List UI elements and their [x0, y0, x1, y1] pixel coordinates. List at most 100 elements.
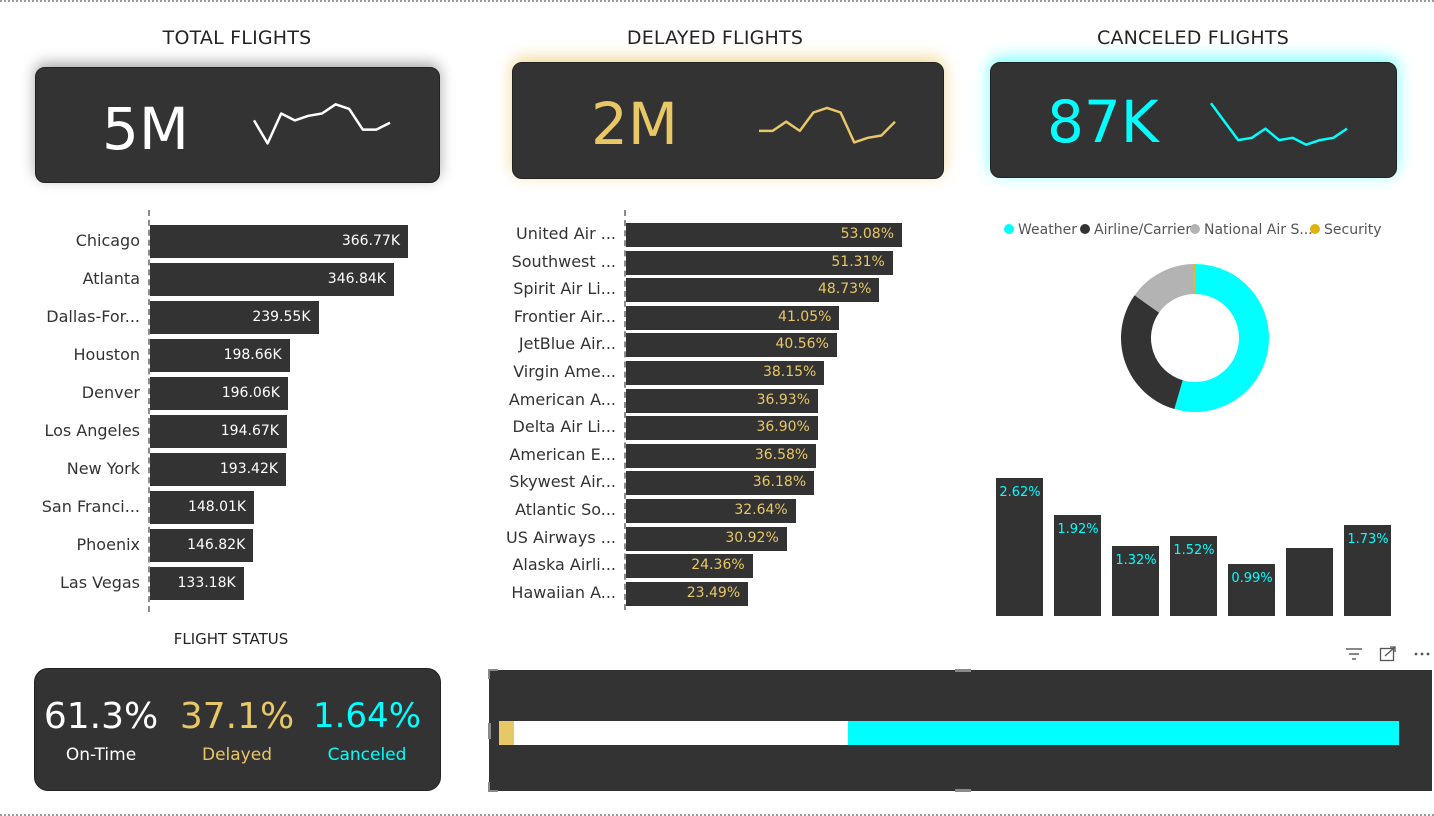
total-flights-card[interactable]: 5M — [35, 67, 440, 183]
bar-value-label: 36.18% — [752, 474, 807, 491]
bar[interactable] — [150, 491, 255, 524]
bar-value-label: 146.82K — [187, 536, 246, 553]
column-bar[interactable] — [1170, 535, 1217, 616]
resize-handle-tl[interactable] — [488, 669, 490, 679]
bar-value-label: 366.77K — [341, 232, 400, 249]
bar[interactable] — [626, 554, 753, 579]
column-value-label: 1.73% — [1347, 531, 1389, 547]
legend-dot — [1190, 224, 1200, 234]
bar-category-label: Spirit Air Li... — [513, 279, 616, 299]
delayed-flights-value: 2M — [591, 90, 678, 158]
flight-status-title: FLIGHT STATUS — [173, 630, 289, 648]
bar[interactable] — [150, 263, 394, 296]
bar-category-label: Hawaiian A... — [511, 582, 616, 602]
bar-category-label: American A... — [508, 389, 616, 409]
column-bar[interactable] — [1286, 547, 1333, 616]
bar-category-label: San Franci... — [41, 496, 140, 516]
column-value-label: 1.32% — [1115, 553, 1157, 569]
bar[interactable] — [626, 278, 880, 303]
delayed-flights-title: DELAYED FLIGHTS — [626, 27, 804, 49]
donut-slice[interactable] — [1194, 264, 1195, 295]
bar[interactable] — [150, 225, 408, 258]
bar-value-label: 30.92% — [725, 529, 779, 546]
bar-category-label: Chicago — [75, 230, 140, 250]
resize-handle-top[interactable] — [955, 669, 971, 672]
bar[interactable] — [626, 361, 825, 385]
column-bar[interactable] — [1112, 546, 1159, 616]
bar[interactable] — [626, 223, 902, 247]
bar[interactable] — [150, 301, 319, 334]
bar-category-label: US Airways ... — [506, 527, 616, 547]
bar-category-label: Los Angeles — [44, 420, 140, 440]
bar[interactable] — [626, 305, 840, 330]
canceled-flights-card[interactable]: 87K — [990, 62, 1397, 178]
donut-slice[interactable] — [1174, 264, 1269, 412]
bar-value-label: 36.93% — [756, 391, 811, 408]
flight-status-stacked-bar[interactable] — [489, 670, 1432, 791]
focus-mode-icon[interactable] — [1379, 646, 1397, 662]
stacked-segment-delayed[interactable] — [499, 721, 514, 745]
bar-category-label: New York — [66, 458, 140, 478]
bar[interactable] — [150, 339, 290, 372]
legend-item[interactable]: Airline/Carrier — [1080, 222, 1191, 238]
bar[interactable] — [150, 415, 287, 448]
bar[interactable] — [626, 388, 819, 413]
donut-slice[interactable] — [1134, 264, 1195, 313]
bar-value-label: 148.01K — [187, 498, 247, 515]
legend-item[interactable]: Weather — [1004, 222, 1077, 238]
cancellation-rate-column-chart[interactable]: 2.62% 1.92% 1.32% 1.52% 0.99% 1.73% — [990, 470, 1400, 618]
legend-dot — [1080, 224, 1090, 234]
bar-value-label: 193.42K — [219, 460, 279, 477]
resize-handle-bl-h[interactable] — [488, 790, 498, 792]
delayed-flights-sparkline — [759, 106, 896, 144]
bar-category-label: Denver — [81, 382, 140, 402]
more-options-icon[interactable] — [1413, 651, 1431, 657]
legend-dot — [1310, 224, 1320, 234]
bar-category-label: Las Vegas — [60, 572, 140, 592]
airline-delay-bar-chart[interactable]: United Air ... 53.08% Southwest ... 51.31% S… — [480, 210, 940, 615]
bar-value-label: 41.05% — [778, 308, 832, 325]
bar[interactable] — [150, 529, 254, 562]
filter-icon[interactable] — [1345, 647, 1363, 661]
city-flights-bar-chart[interactable]: Chicago 366.77K Atlanta 346.84K Dallas-For..… — [0, 210, 460, 620]
canceled-flights-value: 87K — [1047, 88, 1159, 156]
bar[interactable] — [626, 333, 837, 358]
bar-value-label: 196.06K — [221, 384, 280, 401]
bar[interactable] — [626, 471, 815, 496]
resize-handle-bl[interactable] — [488, 782, 490, 792]
bar[interactable] — [626, 443, 817, 468]
bar[interactable] — [150, 453, 287, 486]
legend-item[interactable]: Security — [1310, 222, 1382, 238]
bar[interactable] — [626, 499, 796, 523]
resize-handle-bottom[interactable] — [955, 789, 971, 792]
bar[interactable] — [626, 250, 893, 275]
column-bar[interactable] — [996, 478, 1043, 616]
bar[interactable] — [150, 567, 244, 600]
resize-handle-left[interactable] — [488, 723, 491, 739]
bar-category-label: Atlanta — [82, 268, 140, 288]
bar-value-label: 53.08% — [840, 226, 894, 242]
resize-handle-tl-h[interactable] — [488, 669, 498, 671]
canceled-pct: 1.64% — [312, 696, 421, 736]
bar-value-label: 133.18K — [177, 574, 236, 591]
column-bar[interactable] — [1344, 524, 1391, 616]
axis-line — [148, 210, 150, 612]
bar[interactable] — [150, 377, 288, 410]
flight-status-card[interactable]: 61.3% On-Time 37.1% Delayed 1.64% Cancel… — [34, 668, 441, 791]
column-bar[interactable] — [1228, 563, 1275, 616]
bar-category-label: Southwest ... — [511, 251, 616, 271]
bar[interactable] — [626, 526, 787, 551]
column-bar[interactable] — [1054, 514, 1101, 616]
bar-category-label: Phoenix — [76, 534, 140, 554]
bar-value-label: 239.55K — [252, 308, 311, 325]
stacked-segment-canceled[interactable] — [847, 721, 1399, 745]
total-flights-value: 5M — [102, 95, 189, 163]
stacked-segment-on-time[interactable] — [513, 721, 848, 745]
cancellation-reason-donut[interactable] — [1115, 258, 1275, 418]
bar[interactable] — [626, 416, 818, 441]
bar[interactable] — [626, 581, 749, 606]
donut-slice[interactable] — [1121, 295, 1183, 410]
delayed-flights-card[interactable]: 2M — [512, 62, 944, 179]
bar-category-label: American E... — [509, 444, 616, 464]
legend-item[interactable]: National Air S... — [1190, 222, 1313, 238]
